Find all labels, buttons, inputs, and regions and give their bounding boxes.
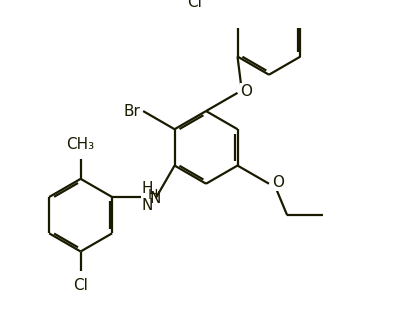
Text: N: N bbox=[149, 191, 160, 206]
Text: Br: Br bbox=[123, 104, 140, 119]
Text: O: O bbox=[240, 84, 252, 99]
Text: H
N: H N bbox=[142, 181, 153, 213]
Text: H: H bbox=[148, 188, 158, 202]
Text: Cl: Cl bbox=[73, 278, 88, 293]
Text: O: O bbox=[273, 175, 285, 191]
Text: Cl: Cl bbox=[188, 0, 202, 10]
Text: CH₃: CH₃ bbox=[66, 137, 95, 152]
